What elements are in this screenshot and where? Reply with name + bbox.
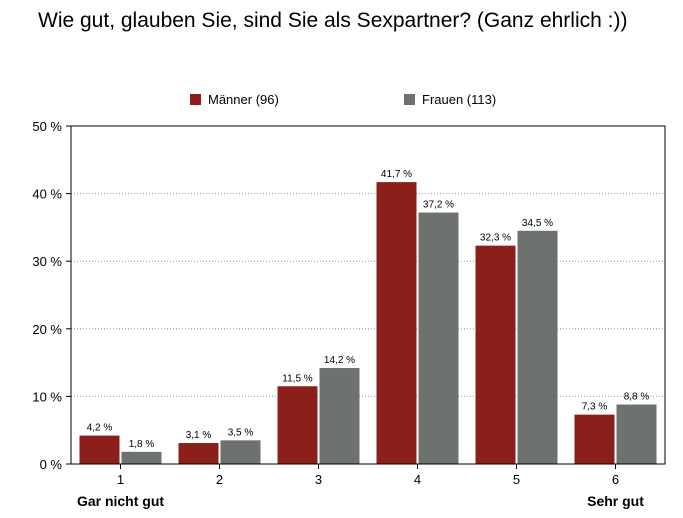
- data-label: 8,8 %: [624, 392, 650, 403]
- x-tick-label: 3: [315, 472, 322, 487]
- y-tick-label: 0 %: [40, 457, 63, 472]
- data-label: 14,2 %: [324, 355, 355, 366]
- y-tick-label: 40 %: [32, 187, 62, 202]
- bar-maenner-3: [277, 386, 318, 464]
- x-tick-label: 2: [216, 472, 223, 487]
- data-labels: 4,2 % 1,8 % 3,1 % 3,5 % 11,5 % 14,2 % 41,7 % 37…: [87, 169, 650, 450]
- data-label: 4,2 %: [87, 423, 113, 434]
- data-label: 3,5 %: [228, 427, 254, 438]
- data-label: 32,3 %: [480, 233, 511, 244]
- data-label: 41,7 %: [381, 169, 412, 180]
- x-tick-label: 6: [612, 472, 619, 487]
- x-tick-label: 5: [513, 472, 520, 487]
- bar-frauen-4: [418, 212, 459, 464]
- bar-frauen-6: [616, 404, 657, 464]
- bar-maenner-2: [178, 443, 219, 464]
- data-label: 7,3 %: [582, 402, 608, 413]
- legend-swatch: [404, 94, 415, 105]
- legend-label: Frauen (113): [422, 92, 496, 107]
- bar-maenner-4: [376, 182, 417, 464]
- bar-frauen-2: [220, 440, 261, 464]
- data-label: 11,5 %: [282, 373, 312, 384]
- legend: Männer (96) Frauen (113): [190, 92, 496, 107]
- data-label: 3,1 %: [186, 430, 212, 441]
- bar-frauen-1: [121, 451, 162, 464]
- y-axis: 0 % 10 % 20 % 30 % 40 % 50 %: [32, 119, 71, 472]
- y-tick-label: 10 %: [32, 389, 62, 404]
- bar-maenner-5: [475, 245, 516, 464]
- data-label: 37,2 %: [423, 200, 454, 211]
- x-tick-label: 1: [117, 472, 124, 487]
- y-tick-label: 30 %: [32, 254, 62, 269]
- gridlines: [71, 193, 665, 397]
- bar-maenner-6: [574, 414, 615, 464]
- bars: [79, 182, 657, 464]
- legend-label: Männer (96): [208, 92, 279, 107]
- x-caption-last: Sehr gut: [587, 493, 644, 509]
- data-label: 34,5 %: [522, 218, 553, 229]
- x-caption-first: Gar nicht gut: [77, 493, 164, 509]
- x-axis: 1 2 3 4 5 6 Gar nicht gut Sehr gut: [77, 464, 644, 509]
- bar-maenner-1: [79, 435, 120, 464]
- bar-frauen-3: [319, 368, 360, 464]
- legend-swatch: [190, 94, 201, 105]
- y-tick-label: 50 %: [32, 119, 62, 134]
- plot-frame: [70, 125, 666, 465]
- y-tick-label: 20 %: [32, 322, 62, 337]
- data-label: 1,8 %: [129, 439, 155, 450]
- x-tick-label: 4: [414, 472, 421, 487]
- chart-title: Wie gut, glauben Sie, sind Sie als Sexpa…: [38, 9, 628, 32]
- bar-frauen-5: [517, 230, 558, 464]
